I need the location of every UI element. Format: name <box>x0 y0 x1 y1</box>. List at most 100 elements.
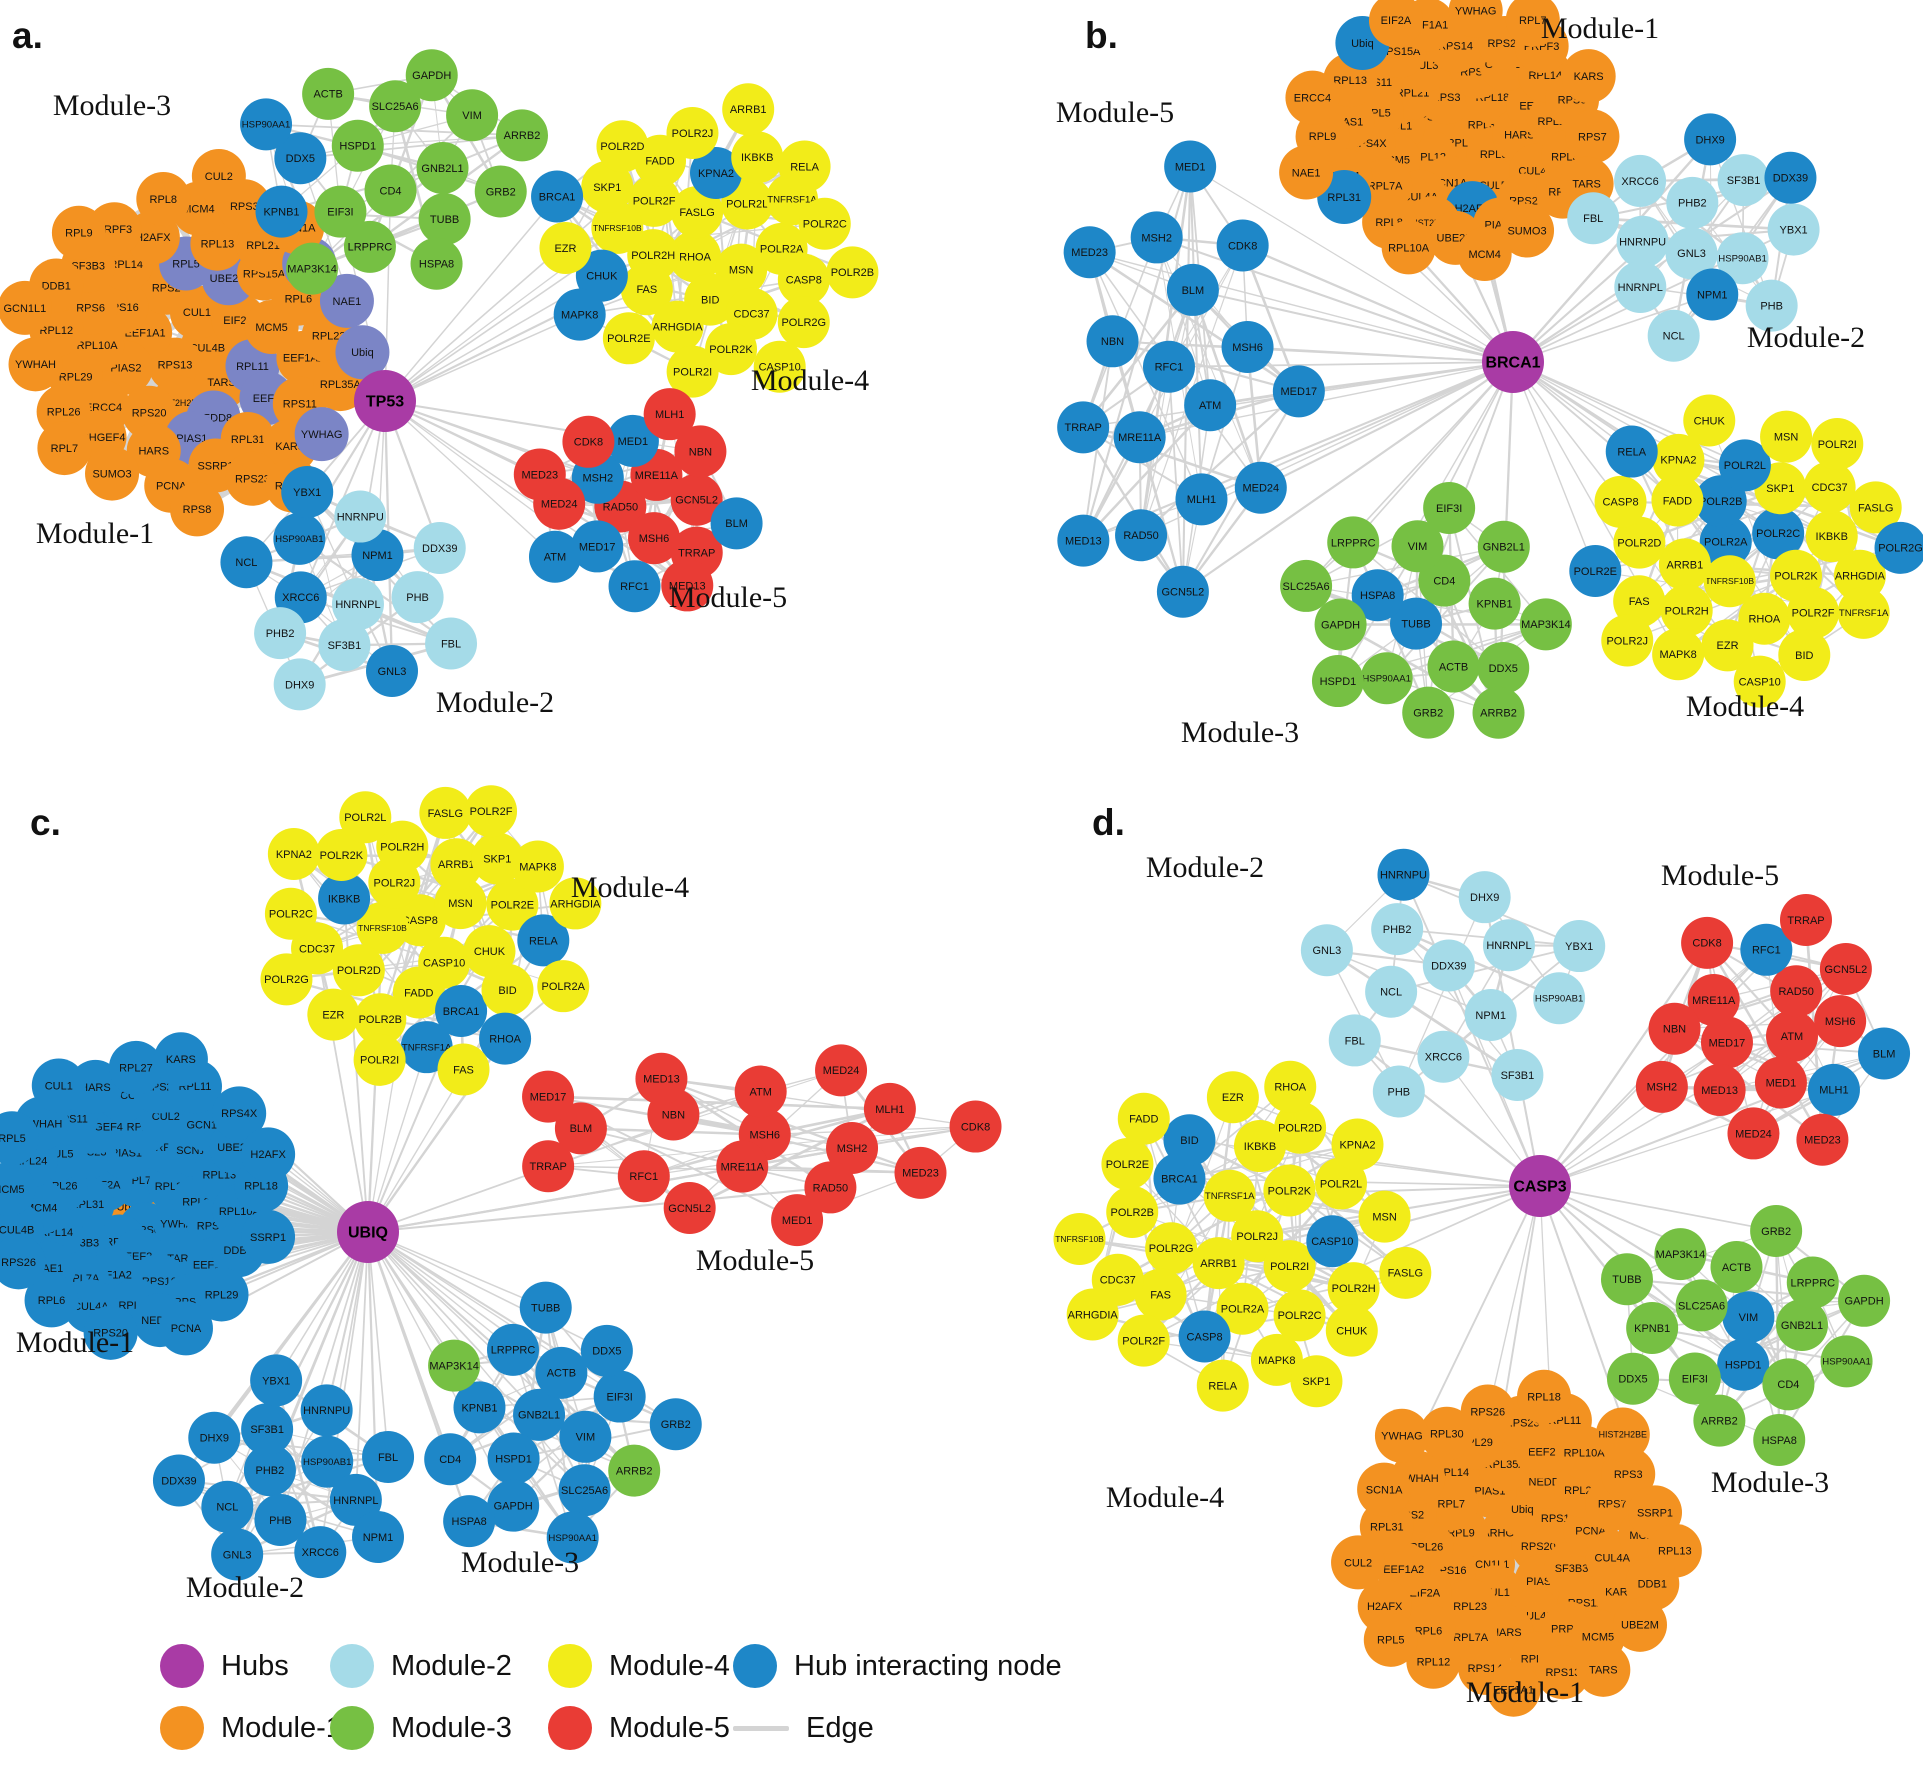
node-label: CASP10 <box>1311 1236 1353 1248</box>
node-label: RPL31 <box>1370 1522 1404 1534</box>
node-YBX1: YBX1 <box>1767 203 1820 256</box>
hub-edge <box>1168 361 1514 368</box>
node-circle-PHB <box>254 1493 307 1546</box>
node-label: MED24 <box>1735 1128 1772 1140</box>
node-label: FASLG <box>679 207 714 219</box>
node-KARS: KARS <box>1561 49 1616 104</box>
node-label: PHB2 <box>266 628 295 640</box>
node-GRB2: GRB2 <box>1750 1204 1803 1257</box>
node-CD4: CD4 <box>424 1433 477 1486</box>
node-SLC25A6: SLC25A6 <box>1280 559 1333 612</box>
node-label: RPL30 <box>1430 1429 1464 1441</box>
node-SKP1: SKP1 <box>581 160 634 213</box>
node-label: HNRNPU <box>303 1405 350 1417</box>
node-label: POLR2B <box>831 267 874 279</box>
node-label: HNRNPU <box>1619 237 1666 249</box>
node-circle-GNL3 <box>211 1528 264 1581</box>
node-circle-MED13 <box>661 559 714 612</box>
node-circle-XRCC6 <box>294 1526 347 1579</box>
node-label: RFC1 <box>1752 945 1781 957</box>
node-circle-MED1 <box>771 1194 824 1247</box>
node-circle-CASP8 <box>777 253 830 306</box>
edge <box>1396 928 1518 1076</box>
node-POLR2I: POLR2I <box>353 1033 406 1086</box>
edge <box>368 74 433 248</box>
node-label: PHB <box>269 1515 292 1527</box>
node-EZR: EZR <box>1206 1071 1259 1124</box>
node-circle-ATM <box>1766 1010 1819 1063</box>
node-circle-RPL10A <box>1381 220 1436 275</box>
node-label: RPS7 <box>1598 1499 1627 1511</box>
nodes-layer: a. CUL4B RPS13 CUL1 TARS EEF1A1 EIF2A HIST2H2BE… <box>0 0 1923 1717</box>
node-label: ARHGDIA <box>550 898 601 910</box>
node-TNFRSF10B: TNFRSF10B <box>591 201 644 254</box>
node-label: RFC1 <box>620 581 649 593</box>
node-FAS: FAS <box>620 263 673 316</box>
node-CHUK: CHUK <box>463 925 516 978</box>
hub-edge <box>367 1231 608 1352</box>
node-circle-BID <box>481 963 534 1016</box>
node-circle-HSP90AA1 <box>1820 1335 1873 1388</box>
node-XRCC6: XRCC6 <box>1614 154 1667 207</box>
node-label: POLR2G <box>1878 543 1923 555</box>
node-label: RPL7A <box>1368 180 1404 192</box>
node-circle-RFC1 <box>617 1150 670 1203</box>
node-LRPPRC: LRPPRC <box>1786 1256 1839 1309</box>
node-POLR2G: POLR2G <box>777 296 830 349</box>
node-label: ARHGDIA <box>1068 1309 1119 1321</box>
node-circle-RPL27 <box>108 1040 163 1095</box>
node-circle-POLR2I <box>1263 1240 1316 1293</box>
node-circle-PHB <box>391 571 444 624</box>
node-label: ACTB <box>1439 661 1468 673</box>
node-label: RPL9 <box>1309 131 1337 143</box>
node-label: MED13 <box>643 1074 680 1086</box>
node-circle-RHOA <box>479 1012 532 1065</box>
node-label: HARS <box>1504 130 1535 142</box>
node-circle-GNB2L1 <box>1477 520 1530 573</box>
node-label: HIST2H2BE <box>155 398 203 408</box>
node-label: Ubiq <box>1351 38 1374 50</box>
node-SF3B1: SF3B1 <box>1491 1048 1544 1101</box>
node-RFC1: RFC1 <box>617 1150 670 1203</box>
hub-edge <box>367 1046 428 1233</box>
module-label-module-4: Module-4 <box>751 364 869 397</box>
node-circle-GNL3 <box>1300 924 1353 977</box>
node-HSP90AB1: HSP90AB1 <box>301 1435 354 1488</box>
hub-edge <box>1242 244 1514 364</box>
node-label: RPS13 <box>1545 1667 1580 1679</box>
node-circle-FAS <box>1613 575 1666 628</box>
node-label: NPM1 <box>363 1532 394 1544</box>
node-label: RPL21 <box>246 240 280 252</box>
edge <box>1140 289 1194 536</box>
node-label: GCN5L2 <box>668 1203 711 1215</box>
node-circle-FBL <box>1328 1014 1381 1067</box>
node-label: CASP8 <box>786 275 822 287</box>
node-label: MAPK8 <box>519 861 556 873</box>
node-label: RPL6 <box>38 1295 66 1307</box>
node-circle-MED1 <box>1754 1056 1807 1109</box>
node-label: RPS3 <box>1614 1469 1643 1481</box>
edge <box>1386 546 1505 679</box>
node-YBX1: YBX1 <box>1553 920 1606 973</box>
node-ARRB2: ARRB2 <box>608 1444 661 1497</box>
node-MED23: MED23 <box>1796 1113 1849 1166</box>
node-circle-POLR2G <box>1145 1222 1198 1275</box>
node-label: XRCC6 <box>1621 176 1658 188</box>
node-label: KPNB1 <box>263 206 299 218</box>
node-label: FBL <box>1583 213 1603 225</box>
node-circle-MED13 <box>1693 1063 1746 1116</box>
node-ARRB1: ARRB1 <box>430 838 483 891</box>
node-RPL5: RPL5 <box>1363 1612 1418 1667</box>
node-label: GRB2 <box>1761 1226 1791 1238</box>
node-label: FASLG <box>428 808 463 820</box>
node-circle-RPS3 <box>1601 1447 1656 1502</box>
node-label: SLC25A6 <box>1678 1300 1725 1312</box>
node-label: PHB2 <box>256 1465 285 1477</box>
edge <box>293 853 420 994</box>
node-label: KPNA2 <box>698 168 734 180</box>
node-CDK8: CDK8 <box>1681 916 1734 969</box>
node-circle-CD4 <box>1762 1358 1815 1411</box>
node-RFC1: RFC1 <box>608 560 661 613</box>
node-EZR: EZR <box>1701 619 1754 672</box>
